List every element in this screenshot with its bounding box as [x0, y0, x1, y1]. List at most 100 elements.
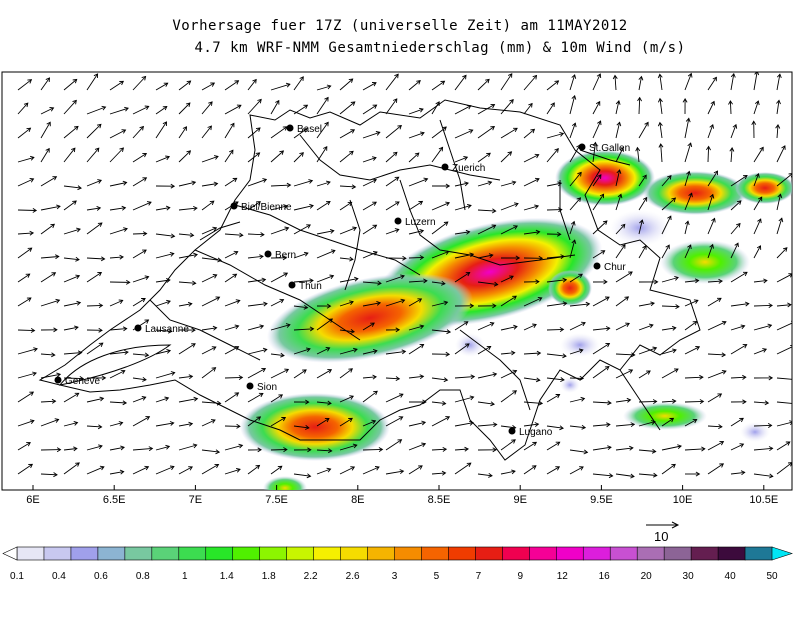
wind-arrow [408, 152, 420, 163]
wind-arrow-head [349, 395, 354, 400]
colorbar-low-triangle [2, 546, 18, 561]
wind-arrow [362, 302, 381, 307]
wind-arrow-head [209, 200, 215, 206]
wind-arrow-head [719, 440, 725, 446]
wind-arrow [293, 76, 304, 91]
wind-arrow-head [214, 155, 219, 160]
wind-arrow [86, 106, 106, 115]
wind-arrow [362, 466, 380, 475]
wind-arrow [615, 147, 624, 163]
wind-arrow-head [531, 465, 537, 470]
wind-arrow [730, 271, 748, 283]
x-tick-label: 10.5E [749, 494, 778, 506]
wind-arrow-head [711, 217, 716, 223]
wind-arrow [431, 202, 450, 211]
wind-arrow-head [419, 228, 425, 234]
wind-arrow [63, 147, 76, 163]
precip-cell-bern-oberland [266, 273, 474, 363]
wind-arrow [270, 353, 285, 357]
city-label: Biel/Bienne [241, 202, 292, 213]
wind-arrow-head [532, 323, 537, 329]
wind-arrow [132, 396, 146, 403]
wind-arrow-head [162, 105, 168, 111]
wind-arrow [615, 447, 633, 451]
wind-arrow [661, 400, 676, 403]
wind-arrow-head [261, 367, 267, 373]
wind-arrow [155, 350, 171, 355]
wind-arrow-head [464, 181, 469, 187]
colorbar-swatch [502, 546, 530, 561]
wind-arrow [615, 169, 621, 187]
wind-arrow-head [782, 247, 788, 252]
colorbar-swatch [340, 546, 369, 561]
swiss-borders [38, 99, 701, 461]
wind-reference-label: 10 [654, 529, 668, 544]
wind-arrow [615, 244, 626, 259]
wind-arrow [523, 324, 537, 331]
wind-arrow [661, 244, 670, 259]
wind-reference-vector: 10 [646, 521, 680, 544]
wind-arrow [63, 200, 77, 211]
wind-arrow [316, 146, 328, 163]
wind-arrow-head [232, 273, 238, 278]
wind-arrow-head [657, 97, 663, 103]
wind-arrow-head [305, 347, 311, 353]
wind-arrow [707, 77, 717, 91]
wind-arrow-head [397, 439, 403, 444]
wind-arrow [431, 147, 443, 163]
wind-arrow [477, 78, 490, 91]
wind-arrow-head [188, 421, 194, 427]
wind-arrow-head [169, 465, 175, 471]
city-label: Lugano [519, 427, 553, 438]
wind-arrow [569, 425, 586, 429]
wind-arrow [155, 372, 175, 379]
wind-arrow-head [170, 183, 176, 189]
wind-arrow [270, 417, 286, 427]
wind-arrow-head [119, 469, 125, 475]
wind-arrow [523, 401, 543, 404]
wind-arrow [569, 273, 583, 283]
wind-arrow [730, 147, 733, 163]
wind-arrow [17, 348, 38, 355]
wind-arrow-head [667, 175, 672, 180]
wind-arrow-head [728, 100, 733, 105]
wind-arrow-head [538, 255, 544, 261]
wind-arrow [546, 102, 555, 115]
wind-arrow [40, 473, 58, 476]
wind-arrow [362, 420, 376, 427]
wind-arrow-head [685, 117, 691, 123]
wind-arrow-head [120, 445, 125, 451]
wind-vectors [17, 72, 792, 479]
wind-arrow [224, 251, 238, 259]
wind-arrow [270, 449, 287, 451]
wind-arrow-head [263, 301, 268, 307]
wind-arrow-head [214, 463, 220, 469]
wind-arrow-head [75, 274, 81, 280]
wind-arrow-head [657, 121, 663, 127]
wind-arrow [293, 180, 313, 187]
wind-arrow [454, 129, 473, 139]
wind-arrow-head [348, 78, 354, 83]
wind-arrow [454, 75, 467, 91]
wind-arrow-head [371, 156, 377, 161]
wind-arrow [546, 425, 564, 429]
wind-arrow-head [286, 182, 292, 188]
wind-arrow [569, 398, 585, 403]
wind-arrow-head [351, 184, 357, 190]
wind-arrow-head [98, 303, 104, 308]
wind-arrow [454, 396, 474, 403]
wind-arrow [661, 175, 672, 187]
wind-arrow-head [229, 149, 234, 155]
wind-arrow-head [139, 125, 144, 131]
wind-arrow-head [767, 323, 773, 329]
wind-arrow-head [281, 417, 287, 422]
wind-arrow [753, 401, 769, 404]
wind-arrow-head [644, 121, 649, 127]
wind-arrow [17, 463, 33, 475]
wind-arrow [86, 147, 100, 163]
wind-arrow-head [284, 368, 290, 373]
wind-arrow-head [236, 423, 241, 429]
wind-arrow [316, 369, 332, 379]
wind-arrow-head [597, 120, 602, 126]
wind-arrow [17, 209, 37, 211]
